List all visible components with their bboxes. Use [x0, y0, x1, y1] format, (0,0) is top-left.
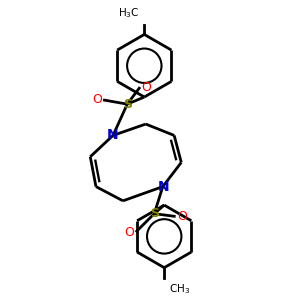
Text: H$_3$C: H$_3$C [118, 6, 140, 20]
Text: O: O [124, 226, 134, 238]
Text: O: O [92, 93, 102, 106]
Text: N: N [106, 128, 118, 142]
Text: O: O [141, 81, 151, 94]
Text: O: O [177, 210, 187, 223]
Text: S: S [150, 207, 159, 220]
Text: CH$_3$: CH$_3$ [169, 283, 190, 296]
Text: S: S [123, 98, 132, 111]
Text: N: N [158, 180, 169, 194]
